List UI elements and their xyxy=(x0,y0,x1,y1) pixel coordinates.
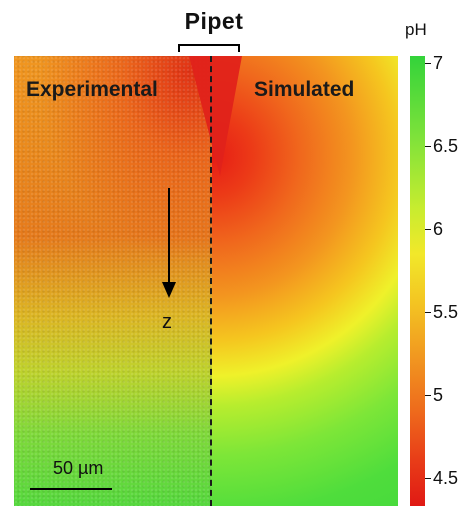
colorbar-tick xyxy=(425,63,431,64)
ph-map: Experimental Simulated z 50 µm xyxy=(14,56,398,506)
colorbar-tick-label: 7 xyxy=(433,53,444,73)
simulated-title: Simulated xyxy=(254,78,355,101)
z-axis-label: z xyxy=(162,311,172,333)
pipet-label: Pipet xyxy=(184,8,244,34)
colorbar-tick-label: 6.5 xyxy=(433,136,459,156)
colorbar-title: pH xyxy=(405,20,427,39)
colorbar-tick xyxy=(425,312,431,313)
z-arrow-icon xyxy=(162,188,176,298)
center-divider-line xyxy=(210,56,212,506)
colorbar-tick xyxy=(425,229,431,230)
simulated-panel xyxy=(212,56,398,506)
experimental-panel xyxy=(14,56,212,506)
colorbar-tick-label: 4.5 xyxy=(433,468,459,488)
colorbar-tick xyxy=(425,478,431,479)
colorbar-tick-label: 5.5 xyxy=(433,302,459,322)
experimental-title: Experimental xyxy=(26,78,158,101)
pipet-tip xyxy=(189,56,242,176)
pipet-bracket xyxy=(178,44,240,52)
ph-colorbar xyxy=(410,56,425,506)
colorbar-tick xyxy=(425,395,431,396)
colorbar-tick-label: 6 xyxy=(433,219,444,239)
colorbar-tick-label: 5 xyxy=(433,385,444,405)
scale-bar xyxy=(30,488,112,490)
colorbar-tick xyxy=(425,146,431,147)
scale-bar-label: 50 µm xyxy=(53,458,104,478)
